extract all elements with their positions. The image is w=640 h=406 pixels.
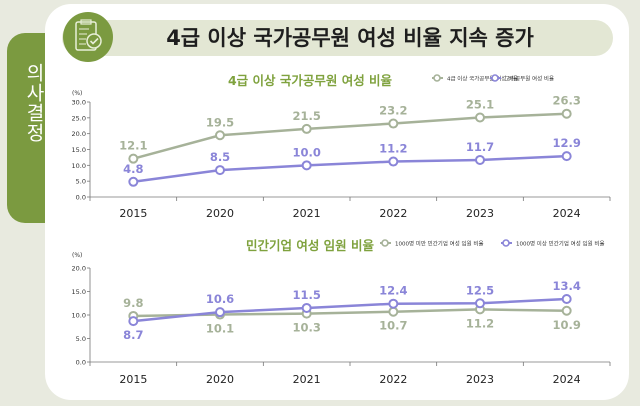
y-tick-label: 0.0 [76,194,86,202]
data-point [475,112,485,123]
data-label: 11.2 [466,316,494,330]
data-point [215,165,225,176]
data-label: 10.6 [206,292,234,306]
data-point [475,298,485,309]
chart-title: 민간기업 여성 임원 비율 [246,238,375,253]
data-label: 12.4 [379,284,407,298]
data-point [388,118,399,129]
data-label: 25.1 [466,98,494,112]
data-label: 12.9 [552,136,580,150]
x-tick-label: 2021 [293,373,321,386]
y-tick-label: 10.0 [72,162,86,170]
legend-marker [381,239,389,247]
data-label: 10.3 [292,321,320,335]
y-tick-label: 10.0 [72,312,86,320]
page-title: 4급 이상 국가공무원 여성 비율 지속 증가 [166,26,534,50]
data-label: 23.2 [379,104,407,118]
data-point [561,151,572,162]
x-tick-label: 2024 [553,207,581,220]
data-label: 8.7 [123,328,143,342]
data-label: 10.0 [292,145,320,159]
data-point [561,108,572,119]
data-label: 9.8 [123,296,143,310]
x-tick-label: 2020 [206,207,234,220]
data-label: 26.3 [552,94,580,108]
x-tick-label: 2015 [119,373,147,386]
data-label: 12.5 [466,283,494,297]
data-point [128,176,139,187]
content-card [45,4,629,400]
chart-title: 4급 이상 국가공무원 여성 비율 [228,73,393,88]
legend-label: 1000명 이상 민간기업 여성 임원 비율 [516,239,605,247]
x-tick-label: 2022 [379,373,407,386]
y-tick-label: 0.0 [76,359,86,367]
y-tick-label: 5.0 [76,335,86,343]
data-label: 8.5 [210,150,230,164]
y-tick-label: 20.0 [72,130,86,138]
data-label: 4.8 [123,162,143,176]
y-tick-label: 5.0 [76,178,86,186]
data-point [388,298,399,309]
y-tick-label: 30.0 [72,99,86,107]
y-axis-unit: (%) [72,252,82,259]
data-point [301,302,312,313]
y-tick-label: 15.0 [72,146,86,154]
legend-marker [491,74,499,82]
data-label: 11.5 [292,288,320,302]
data-point [561,305,572,316]
x-tick-label: 2020 [206,373,234,386]
x-tick-label: 2023 [466,373,494,386]
data-label: 13.4 [552,279,580,293]
data-point [561,294,572,305]
side-tab-label: 의사결정 [23,63,45,143]
y-tick-label: 25.0 [72,114,86,122]
y-tick-label: 20.0 [72,265,86,273]
series-line [133,112,567,160]
y-axis-unit: (%) [72,90,82,97]
legend-label: 4급 이상 국가공무원 여성 비율 [447,74,518,82]
data-label: 10.7 [379,319,407,333]
series-line [133,154,567,184]
data-point [128,316,139,327]
clipboard-check-icon [63,12,113,62]
data-point [128,153,139,164]
data-point [301,123,312,134]
data-label: 10.1 [206,322,234,336]
data-label: 12.1 [119,139,147,153]
data-label: 21.5 [292,109,320,123]
x-tick-label: 2022 [379,207,407,220]
data-point [388,156,399,167]
x-tick-label: 2021 [293,207,321,220]
legend-label: 고위공무원 여성 비율 [505,74,554,82]
data-label: 19.5 [206,115,234,129]
legend-marker [433,74,441,82]
data-point [475,154,485,165]
data-label: 11.7 [466,140,494,154]
title-banner [62,20,613,56]
data-point [388,306,399,317]
data-point [215,307,225,318]
y-tick-label: 15.0 [72,288,86,296]
data-label: 11.2 [379,142,407,156]
x-tick-label: 2024 [553,373,581,386]
x-tick-label: 2023 [466,207,494,220]
data-label: 10.9 [552,318,580,332]
legend-label: 1000명 미만 민간기업 여성 임원 비율 [395,239,484,247]
legend-marker [502,239,510,247]
x-tick-label: 2015 [119,207,147,220]
data-point [215,130,225,141]
data-point [301,160,312,171]
series-line [133,297,567,323]
